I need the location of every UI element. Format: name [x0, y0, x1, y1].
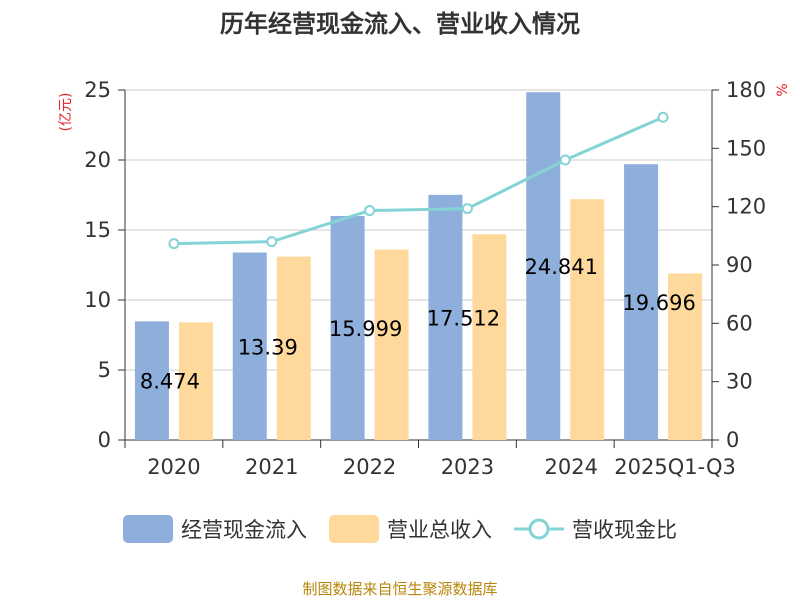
bar-cash-inflow: [526, 92, 561, 440]
bar-cash-inflow: [330, 216, 365, 440]
source-note: 制图数据来自恒生聚源数据库: [302, 580, 498, 598]
line-point: [461, 203, 473, 215]
chart-title: 历年经营现金流入、营业收入情况: [220, 10, 580, 38]
y-right-unit-label: %: [775, 83, 791, 96]
bar-data-label: 17.512: [427, 306, 500, 330]
bar-data-label: 8.474: [140, 370, 200, 394]
line-cash-ratio: [173, 115, 664, 246]
legend-item-cash-inflow[interactable]: 经营现金流入: [123, 514, 307, 544]
line-point: [364, 205, 376, 217]
x-category-label: 2025Q1-Q3: [614, 455, 736, 479]
bar-revenue: [668, 273, 703, 440]
bar-revenue: [570, 199, 605, 440]
left-tick-label: 20: [84, 148, 111, 172]
x-category-label: 2020: [147, 455, 200, 479]
legend-item-cash-ratio[interactable]: 营收现金比: [514, 514, 677, 544]
x-category-label: 2024: [545, 455, 598, 479]
bar-cash-inflow: [428, 194, 463, 440]
bar-revenue: [472, 234, 507, 440]
right-tick-label: 120: [726, 195, 766, 219]
legend-swatch-revenue: [329, 515, 379, 543]
left-tick-label: 10: [84, 288, 111, 312]
right-tick-label: 180: [726, 78, 766, 102]
legend-label-revenue: 营业总收入: [387, 518, 492, 542]
left-tick-label: 0: [98, 428, 111, 452]
legend: 经营现金流入 营业总收入 营收现金比: [0, 514, 800, 544]
y-left-unit-label: (亿元): [58, 93, 74, 132]
legend-swatch-cash-inflow: [123, 515, 173, 543]
left-tick-label: 5: [98, 358, 111, 382]
right-tick-label: 0: [726, 428, 739, 452]
bar-data-label: 24.841: [525, 255, 598, 279]
line-point: [657, 111, 669, 123]
left-tick-label: 15: [84, 218, 111, 242]
bar-data-label: 13.39: [238, 335, 298, 359]
bar-cash-inflow: [134, 321, 169, 440]
right-tick-label: 60: [726, 311, 753, 335]
x-category-label: 2021: [245, 455, 298, 479]
line-point: [168, 238, 180, 250]
right-tick-label: 90: [726, 253, 753, 277]
bar-revenue: [276, 256, 311, 440]
bar-cash-inflow: [624, 164, 659, 441]
bar-data-label: 19.696: [622, 291, 695, 315]
legend-label-cash-inflow: 经营现金流入: [181, 518, 307, 542]
legend-swatch-cash-ratio: [514, 518, 564, 540]
line-point: [266, 236, 278, 248]
bar-data-label: 15.999: [329, 317, 402, 341]
line-point: [559, 154, 571, 166]
bar-revenue: [178, 322, 213, 440]
bar-cash-inflow: [232, 252, 267, 440]
right-tick-label: 150: [726, 136, 766, 160]
x-category-label: 2022: [343, 455, 396, 479]
legend-item-revenue[interactable]: 营业总收入: [329, 514, 492, 544]
legend-label-cash-ratio: 营收现金比: [572, 518, 677, 542]
x-category-label: 2023: [441, 455, 494, 479]
bar-revenue: [374, 249, 409, 440]
left-tick-label: 25: [84, 78, 111, 102]
right-tick-label: 30: [726, 370, 753, 394]
